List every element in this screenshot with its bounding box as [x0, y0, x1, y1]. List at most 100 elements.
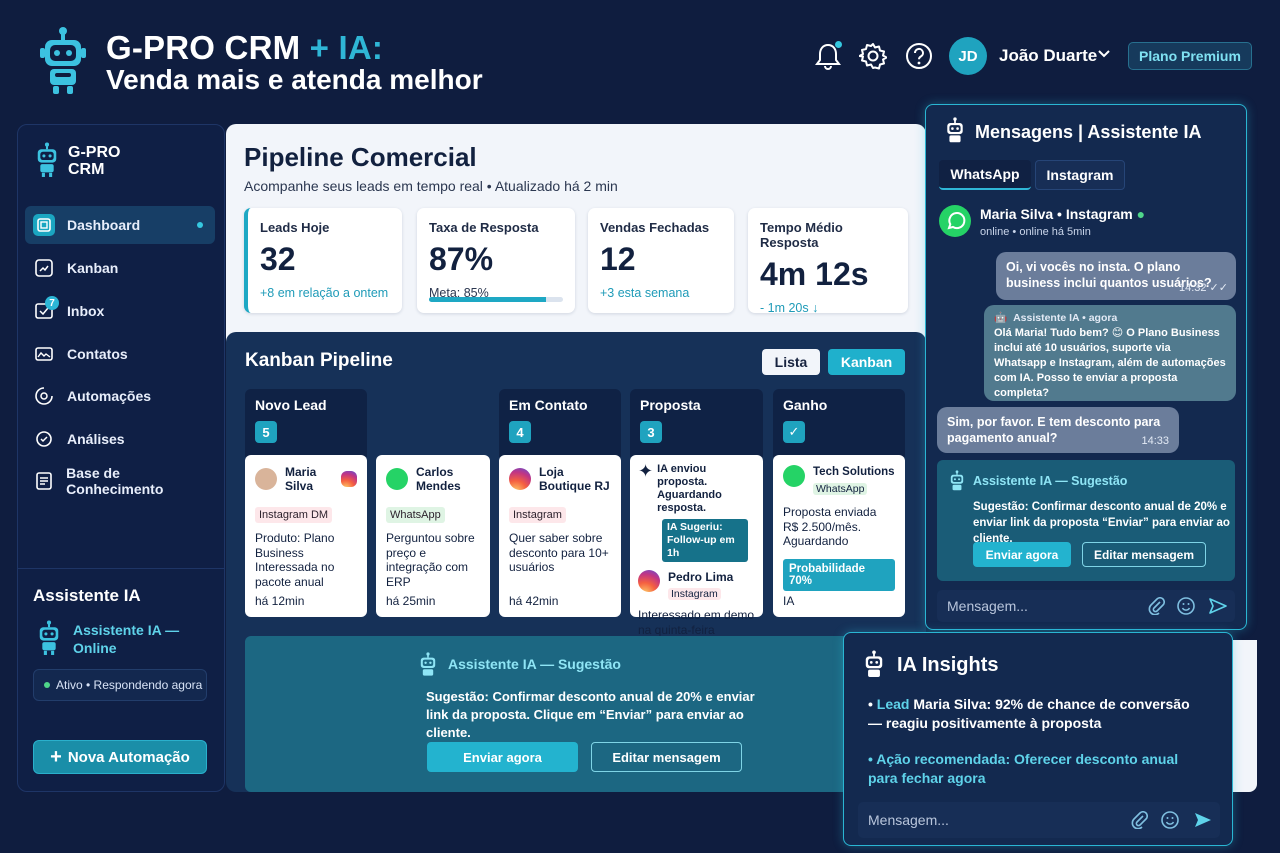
chat-edit-message-button[interactable]: Editar mensagem	[1082, 542, 1206, 567]
sidebar-item-label: Dashboard	[67, 217, 141, 233]
chevron-down-icon[interactable]	[1097, 47, 1111, 66]
automation-icon	[33, 385, 55, 407]
sidebar-item-dashboard[interactable]: Dashboard	[25, 206, 215, 244]
robot-logo-icon	[38, 26, 88, 96]
column-ganho: Ganho ✓	[773, 389, 905, 457]
emoji-icon[interactable]	[1176, 596, 1196, 616]
emoji-icon[interactable]	[1160, 810, 1180, 830]
assistant-message: 🤖 Assistente IA • agora Olá Maria! Tudo b…	[984, 305, 1236, 401]
robot-icon	[948, 470, 966, 494]
source-tag: Instagram	[509, 507, 566, 523]
sidebar-item-analises[interactable]: Análises	[25, 420, 215, 458]
source-tag: Instagram DM	[255, 507, 333, 523]
whatsapp-icon	[386, 468, 408, 490]
column-count-badge: 4	[509, 421, 531, 443]
insights-title: IA Insights	[897, 654, 999, 676]
incoming-message: Oi, vi vocês no insta. O plano business …	[996, 252, 1236, 300]
source-tag: WhatsApp	[813, 483, 868, 495]
column-count-badge: 3	[640, 421, 662, 443]
sidebar-item-automacoes[interactable]: Automações	[25, 377, 215, 415]
source-tag: Instagram	[668, 588, 721, 600]
instagram-icon	[341, 471, 357, 487]
robot-icon	[418, 652, 438, 680]
lead-card[interactable]: Loja Boutique RJ Instagram Quer saber so…	[499, 455, 621, 617]
plan-badge[interactable]: Plano Premium	[1128, 42, 1252, 70]
column-count-badge: 5	[255, 421, 277, 443]
view-kanban-button[interactable]: Kanban	[828, 349, 905, 375]
sidebar-assistant-panel	[17, 568, 225, 790]
notification-dot	[835, 41, 842, 48]
chat-send-now-button[interactable]: Enviar agora	[973, 542, 1071, 567]
sparkle-icon: ✦	[638, 461, 654, 481]
tab-instagram[interactable]: Instagram	[1035, 160, 1125, 190]
send-icon[interactable]	[1208, 596, 1228, 616]
user-avatar[interactable]: JD	[949, 37, 987, 75]
robot-icon	[862, 650, 886, 682]
assistant-status: Ativo • Respondendo agora	[33, 669, 207, 701]
view-list-button[interactable]: Lista	[762, 349, 820, 375]
sidebar-item-contatos[interactable]: Contatos	[25, 335, 215, 373]
insight-item: • Lead Maria Silva: 92% de chance de con…	[868, 696, 1190, 731]
new-automation-button[interactable]: + Nova Automação	[33, 740, 207, 774]
instagram-icon	[509, 468, 531, 490]
contact-status: online • online há 5min	[980, 226, 1091, 238]
kpi-card-sales: Vendas Fechadas 12 +3 esta semana	[588, 208, 734, 313]
chat-suggestion-text: Sugestão: Confirmar desconto anual de 20…	[973, 501, 1230, 545]
contacts-icon	[33, 343, 55, 365]
sidebar-item-inbox[interactable]: Inbox	[25, 292, 215, 330]
sidebar-item-label: Automações	[67, 388, 152, 404]
sidebar-item-label: Base de Conhecimento	[66, 465, 164, 497]
probability-badge: Probabilidade 70%	[783, 558, 895, 591]
kpi-card-leads: Leads Hoje 32 +8 em relação a ontem	[244, 208, 402, 313]
source-tag: WhatsApp	[386, 507, 445, 523]
sidebar-item-kanban[interactable]: Kanban	[25, 249, 215, 287]
chat-message-input[interactable]: Mensagem...	[937, 590, 1235, 622]
sidebar-brand: G-PRO CRM	[68, 144, 121, 178]
sidebar-item-label: Contatos	[67, 346, 128, 362]
attach-icon[interactable]	[1129, 810, 1149, 830]
knowledge-base-icon	[33, 470, 54, 492]
analytics-icon	[33, 428, 55, 450]
kpi-card-response-rate: Taxa de Resposta 87% Meta: 85%	[417, 208, 575, 313]
column-em-contato: Em Contato 4	[499, 389, 621, 457]
send-icon[interactable]	[1193, 810, 1213, 830]
kanban-title: Kanban Pipeline	[245, 350, 393, 371]
column-novo-lead: Novo Lead 5	[245, 389, 367, 457]
active-dot	[197, 222, 203, 228]
robot-icon	[944, 117, 966, 147]
sidebar-item-label: Inbox	[67, 303, 105, 319]
ai-suggest-badge: IA Sugeriu: Follow-up em 1h	[662, 519, 748, 562]
help-icon[interactable]	[904, 41, 934, 71]
instagram-icon	[638, 570, 660, 592]
column-count-badge: ✓	[783, 421, 805, 443]
edit-message-button[interactable]: Editar mensagem	[591, 742, 742, 772]
dashboard-icon	[33, 214, 55, 236]
kanban-icon	[33, 257, 55, 279]
app-title: G-PRO CRM + IA:	[106, 29, 384, 66]
send-now-button[interactable]: Enviar agora	[427, 742, 578, 772]
app-subtitle: Venda mais e atenda melhor	[106, 64, 483, 95]
inbox-count-badge: 7	[45, 296, 59, 310]
messages-title: Mensagens | Assistente IA	[975, 122, 1202, 142]
lead-card[interactable]: Carlos Mendes WhatsApp Perguntou sobre p…	[376, 455, 490, 617]
bell-icon[interactable]	[813, 41, 843, 71]
assistant-name: Assistente IA — Online	[73, 622, 180, 656]
whatsapp-icon	[938, 204, 972, 238]
sidebar-item-label: Análises	[67, 431, 125, 447]
assistant-section-title: Assistente IA	[33, 586, 141, 605]
inbox-icon	[33, 300, 55, 322]
insights-message-input[interactable]: Mensagem...	[858, 802, 1220, 838]
lead-card[interactable]: Maria Silva Instagram DM Produto: Plano …	[245, 455, 367, 617]
tab-whatsapp[interactable]: WhatsApp	[939, 160, 1031, 190]
lead-card[interactable]: Tech Solutions WhatsApp Proposta enviada…	[773, 455, 905, 617]
insight-item: • Ação recomendada: Oferecer desconto an…	[868, 751, 1179, 786]
gear-icon[interactable]	[858, 41, 888, 71]
user-name[interactable]: João Duarte	[999, 46, 1098, 65]
sidebar-item-label: Kanban	[67, 260, 119, 276]
suggestion-text: Sugestão: Confirmar desconto anual de 20…	[426, 689, 755, 740]
lead-card[interactable]: ✦ IA enviou proposta. Aguardando respost…	[630, 455, 763, 637]
robot-icon: 🤖	[994, 312, 1008, 324]
chat-contact: Maria Silva • Instagram ●	[980, 206, 1146, 222]
sidebar-item-base-conhecimento[interactable]: Base de Conhecimento	[25, 462, 215, 500]
attach-icon[interactable]	[1146, 596, 1166, 616]
